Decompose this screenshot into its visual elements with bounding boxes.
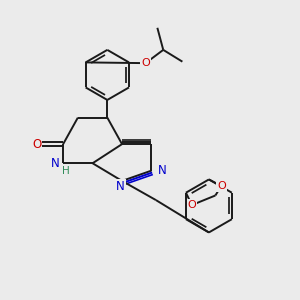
Text: O: O (217, 181, 226, 191)
Text: N: N (158, 164, 167, 177)
Text: N: N (51, 157, 60, 170)
Text: H: H (62, 167, 70, 176)
Text: O: O (188, 200, 196, 210)
Text: N: N (116, 180, 125, 193)
Text: O: O (141, 58, 150, 68)
Text: O: O (32, 138, 41, 151)
